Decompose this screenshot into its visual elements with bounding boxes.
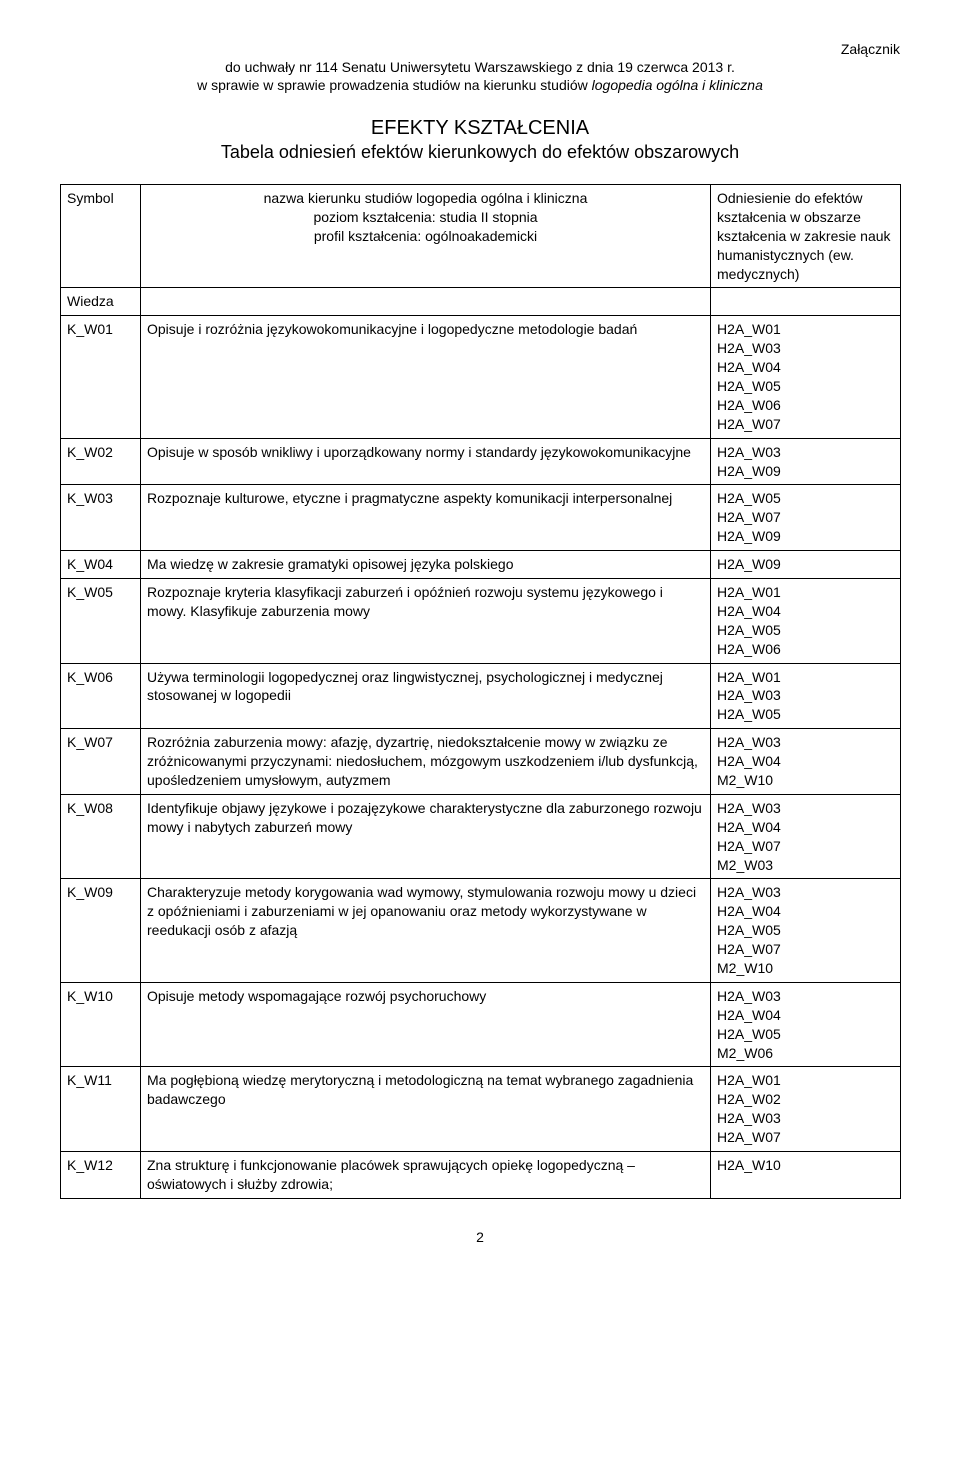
row-codes: H2A_W01 H2A_W04 H2A_W05 H2A_W06 — [711, 578, 901, 663]
col-symbol-header: Symbol — [61, 184, 141, 287]
row-description: Opisuje i rozróżnia językowokomunikacyjn… — [141, 316, 711, 438]
row-symbol: K_W01 — [61, 316, 141, 438]
row-description: Rozpoznaje kulturowe, etyczne i pragmaty… — [141, 485, 711, 551]
row-symbol: K_W04 — [61, 551, 141, 579]
row-description: Rozróżnia zaburzenia mowy: afazję, dyzar… — [141, 729, 711, 795]
table-row: K_W07Rozróżnia zaburzenia mowy: afazję, … — [61, 729, 901, 795]
mid-line1: nazwa kierunku studiów logopedia ogólna … — [264, 190, 588, 206]
row-description: Identyfikuje objawy językowe i pozajęzyk… — [141, 794, 711, 879]
table-row: K_W01Opisuje i rozróżnia językowokomunik… — [61, 316, 901, 438]
row-codes: H2A_W03 H2A_W09 — [711, 438, 901, 485]
table-row: K_W03Rozpoznaje kulturowe, etyczne i pra… — [61, 485, 901, 551]
table-row: K_W12Zna strukturę i funkcjonowanie plac… — [61, 1152, 901, 1199]
title-main: EFEKTY KSZTAŁCENIA — [60, 115, 900, 141]
row-codes: H2A_W01 H2A_W03 H2A_W05 — [711, 663, 901, 729]
table-row: K_W11Ma pogłębioną wiedzę merytoryczną i… — [61, 1067, 901, 1152]
row-symbol: K_W02 — [61, 438, 141, 485]
header-subject-italic: logopedia ogólna i kliniczna — [592, 77, 763, 93]
header-attachment: Załącznik — [60, 40, 900, 58]
row-symbol: K_W12 — [61, 1152, 141, 1199]
row-codes: H2A_W09 — [711, 551, 901, 579]
header-subject-prefix: w sprawie w sprawie prowadzenia studiów … — [197, 77, 592, 93]
col-right-header: Odniesienie do efektów kształcenia w obs… — [711, 184, 901, 287]
section-empty2 — [711, 288, 901, 316]
row-description: Opisuje metody wspomagające rozwój psych… — [141, 982, 711, 1067]
section-label: Wiedza — [61, 288, 141, 316]
table-row: K_W06Używa terminologii logopedycznej or… — [61, 663, 901, 729]
col-middle-header: nazwa kierunku studiów logopedia ogólna … — [141, 184, 711, 287]
effects-table: Symbol nazwa kierunku studiów logopedia … — [60, 184, 901, 1199]
title-block: EFEKTY KSZTAŁCENIA Tabela odniesień efek… — [60, 115, 900, 164]
row-symbol: K_W03 — [61, 485, 141, 551]
row-codes: H2A_W01 H2A_W02 H2A_W03 H2A_W07 — [711, 1067, 901, 1152]
mid-line3: profil kształcenia: ogólnoakademicki — [314, 228, 537, 244]
table-row: K_W05Rozpoznaje kryteria klasyfikacji za… — [61, 578, 901, 663]
row-codes: H2A_W10 — [711, 1152, 901, 1199]
row-description: Zna strukturę i funkcjonowanie placówek … — [141, 1152, 711, 1199]
row-codes: H2A_W03 H2A_W04 M2_W10 — [711, 729, 901, 795]
table-header-row: Symbol nazwa kierunku studiów logopedia … — [61, 184, 901, 287]
row-codes: H2A_W03 H2A_W04 H2A_W07 M2_W03 — [711, 794, 901, 879]
table-row: K_W08Identyfikuje objawy językowe i poza… — [61, 794, 901, 879]
row-symbol: K_W07 — [61, 729, 141, 795]
row-codes: H2A_W03 H2A_W04 H2A_W05 M2_W06 — [711, 982, 901, 1067]
row-codes: H2A_W05 H2A_W07 H2A_W09 — [711, 485, 901, 551]
table-row: K_W10Opisuje metody wspomagające rozwój … — [61, 982, 901, 1067]
row-description: Ma wiedzę w zakresie gramatyki opisowej … — [141, 551, 711, 579]
section-row: Wiedza — [61, 288, 901, 316]
row-description: Ma pogłębioną wiedzę merytoryczną i meto… — [141, 1067, 711, 1152]
row-description: Opisuje w sposób wnikliwy i uporządkowan… — [141, 438, 711, 485]
header-block: do uchwały nr 114 Senatu Uniwersytetu Wa… — [60, 58, 900, 94]
header-resolution: do uchwały nr 114 Senatu Uniwersytetu Wa… — [225, 59, 735, 75]
row-symbol: K_W11 — [61, 1067, 141, 1152]
row-symbol: K_W06 — [61, 663, 141, 729]
row-symbol: K_W08 — [61, 794, 141, 879]
table-row: K_W02Opisuje w sposób wnikliwy i uporząd… — [61, 438, 901, 485]
row-codes: H2A_W01 H2A_W03 H2A_W04 H2A_W05 H2A_W06 … — [711, 316, 901, 438]
row-codes: H2A_W03 H2A_W04 H2A_W05 H2A_W07 M2_W10 — [711, 879, 901, 982]
page-number: 2 — [60, 1229, 900, 1245]
title-sub: Tabela odniesień efektów kierunkowych do… — [60, 141, 900, 164]
section-empty1 — [141, 288, 711, 316]
row-description: Używa terminologii logopedycznej oraz li… — [141, 663, 711, 729]
mid-line2: poziom kształcenia: studia II stopnia — [313, 209, 537, 225]
row-description: Charakteryzuje metody korygowania wad wy… — [141, 879, 711, 982]
row-symbol: K_W05 — [61, 578, 141, 663]
row-symbol: K_W09 — [61, 879, 141, 982]
row-description: Rozpoznaje kryteria klasyfikacji zaburze… — [141, 578, 711, 663]
table-row: K_W04Ma wiedzę w zakresie gramatyki opis… — [61, 551, 901, 579]
row-symbol: K_W10 — [61, 982, 141, 1067]
table-row: K_W09Charakteryzuje metody korygowania w… — [61, 879, 901, 982]
